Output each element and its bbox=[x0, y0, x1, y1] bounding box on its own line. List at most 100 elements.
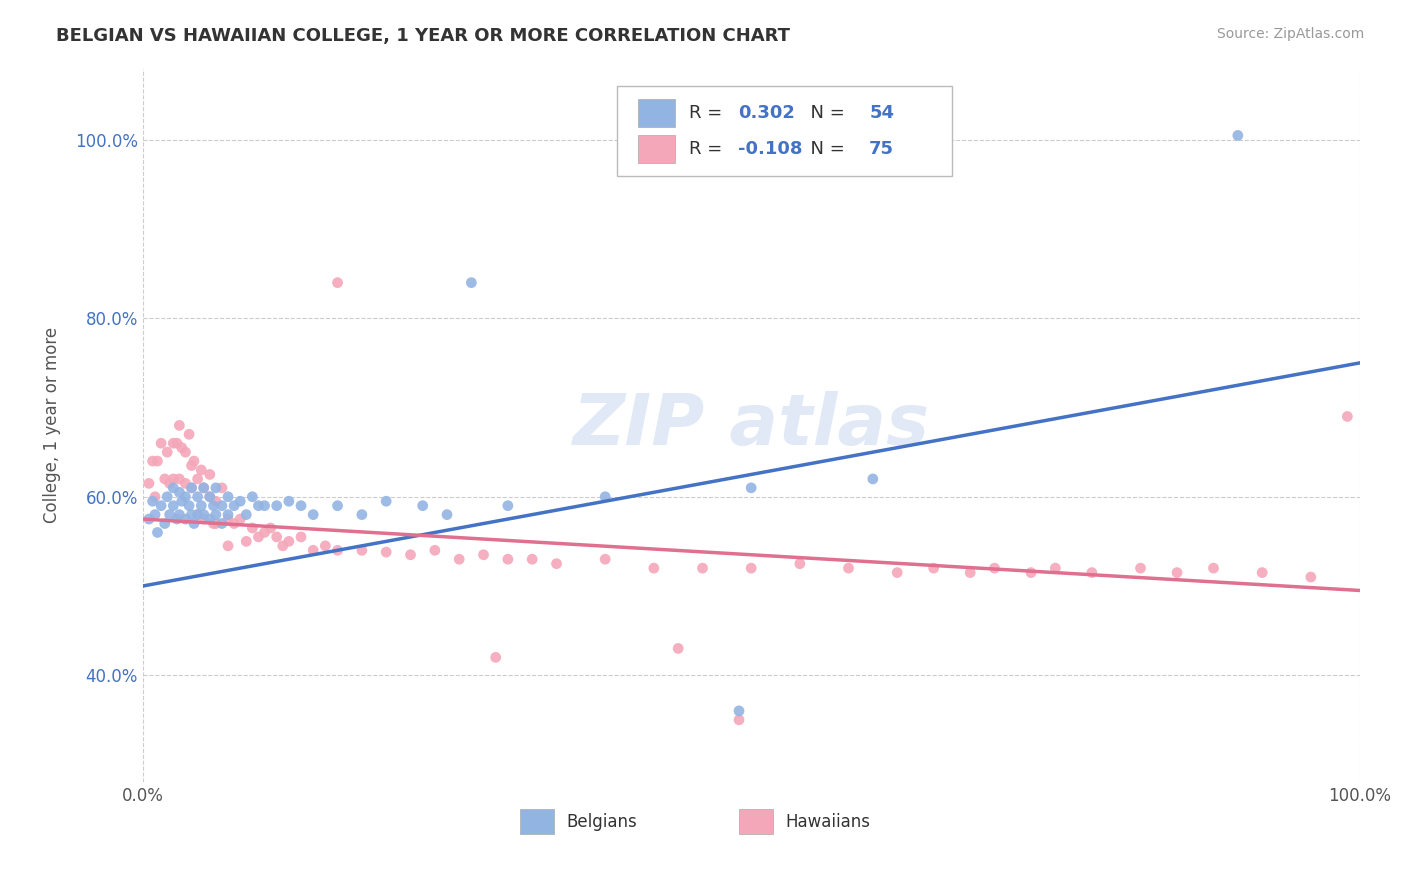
Point bbox=[460, 276, 482, 290]
FancyBboxPatch shape bbox=[638, 135, 675, 163]
Point bbox=[183, 454, 205, 468]
Point bbox=[1129, 561, 1152, 575]
Point bbox=[156, 445, 179, 459]
Point bbox=[1299, 570, 1322, 584]
Point bbox=[593, 552, 616, 566]
Point bbox=[205, 481, 228, 495]
Point bbox=[170, 441, 193, 455]
Point bbox=[174, 512, 197, 526]
Point bbox=[959, 566, 981, 580]
Point bbox=[886, 566, 908, 580]
Point bbox=[159, 508, 181, 522]
Point bbox=[314, 539, 336, 553]
Point bbox=[198, 490, 221, 504]
Point bbox=[180, 481, 202, 495]
Point bbox=[174, 490, 197, 504]
Point bbox=[643, 561, 665, 575]
Point bbox=[138, 476, 160, 491]
Point bbox=[202, 499, 225, 513]
Point bbox=[211, 516, 233, 531]
Point bbox=[1045, 561, 1067, 575]
Point bbox=[235, 534, 257, 549]
Point bbox=[177, 427, 200, 442]
Point bbox=[205, 516, 228, 531]
Point bbox=[187, 508, 209, 522]
Point bbox=[1251, 566, 1274, 580]
Text: N =: N = bbox=[799, 140, 851, 158]
Point bbox=[350, 508, 373, 522]
Point bbox=[485, 650, 508, 665]
Point bbox=[150, 436, 173, 450]
Point bbox=[253, 499, 276, 513]
Text: BELGIAN VS HAWAIIAN COLLEGE, 1 YEAR OR MORE CORRELATION CHART: BELGIAN VS HAWAIIAN COLLEGE, 1 YEAR OR M… bbox=[56, 27, 790, 45]
Text: 0.302: 0.302 bbox=[738, 103, 794, 122]
Point bbox=[187, 490, 209, 504]
Point bbox=[217, 490, 239, 504]
Point bbox=[240, 521, 263, 535]
Point bbox=[546, 557, 568, 571]
Point bbox=[180, 481, 202, 495]
Point bbox=[229, 494, 252, 508]
Point bbox=[198, 490, 221, 504]
Point bbox=[326, 499, 349, 513]
Point bbox=[862, 472, 884, 486]
Point bbox=[166, 436, 188, 450]
Point bbox=[198, 512, 221, 526]
Point bbox=[692, 561, 714, 575]
Point bbox=[162, 436, 184, 450]
Point bbox=[190, 499, 212, 513]
FancyBboxPatch shape bbox=[617, 87, 952, 176]
Point bbox=[198, 467, 221, 482]
Point bbox=[193, 508, 215, 522]
Point bbox=[146, 525, 169, 540]
Point bbox=[1166, 566, 1188, 580]
Point bbox=[259, 521, 281, 535]
Point bbox=[162, 481, 184, 495]
Point bbox=[666, 641, 689, 656]
Point bbox=[183, 516, 205, 531]
Point bbox=[449, 552, 471, 566]
Point bbox=[326, 276, 349, 290]
Point bbox=[169, 508, 191, 522]
Point bbox=[169, 418, 191, 433]
Point bbox=[174, 445, 197, 459]
Point bbox=[728, 704, 751, 718]
Point bbox=[247, 530, 270, 544]
Point bbox=[142, 494, 165, 508]
Point bbox=[522, 552, 544, 566]
Point bbox=[240, 490, 263, 504]
Y-axis label: College, 1 year or more: College, 1 year or more bbox=[44, 327, 60, 524]
Point bbox=[375, 545, 398, 559]
Point bbox=[153, 516, 176, 531]
Point bbox=[247, 499, 270, 513]
Point bbox=[350, 543, 373, 558]
Point bbox=[224, 516, 246, 531]
Text: R =: R = bbox=[689, 140, 728, 158]
Point bbox=[290, 499, 312, 513]
Point bbox=[211, 499, 233, 513]
Point bbox=[142, 454, 165, 468]
Point bbox=[837, 561, 859, 575]
Point bbox=[271, 539, 294, 553]
Point bbox=[193, 481, 215, 495]
FancyBboxPatch shape bbox=[520, 809, 554, 834]
Point bbox=[922, 561, 945, 575]
Text: N =: N = bbox=[799, 103, 851, 122]
Text: 54: 54 bbox=[869, 103, 894, 122]
Point bbox=[1019, 566, 1042, 580]
Text: Source: ZipAtlas.com: Source: ZipAtlas.com bbox=[1216, 27, 1364, 41]
Point bbox=[205, 494, 228, 508]
Point bbox=[1081, 566, 1104, 580]
Point bbox=[1202, 561, 1225, 575]
Point bbox=[740, 561, 762, 575]
Point bbox=[302, 543, 325, 558]
Point bbox=[229, 512, 252, 526]
Point bbox=[217, 512, 239, 526]
Point bbox=[174, 476, 197, 491]
Point bbox=[159, 476, 181, 491]
Point bbox=[593, 490, 616, 504]
Point bbox=[169, 485, 191, 500]
Point bbox=[496, 552, 519, 566]
Point bbox=[193, 481, 215, 495]
Point bbox=[138, 512, 160, 526]
